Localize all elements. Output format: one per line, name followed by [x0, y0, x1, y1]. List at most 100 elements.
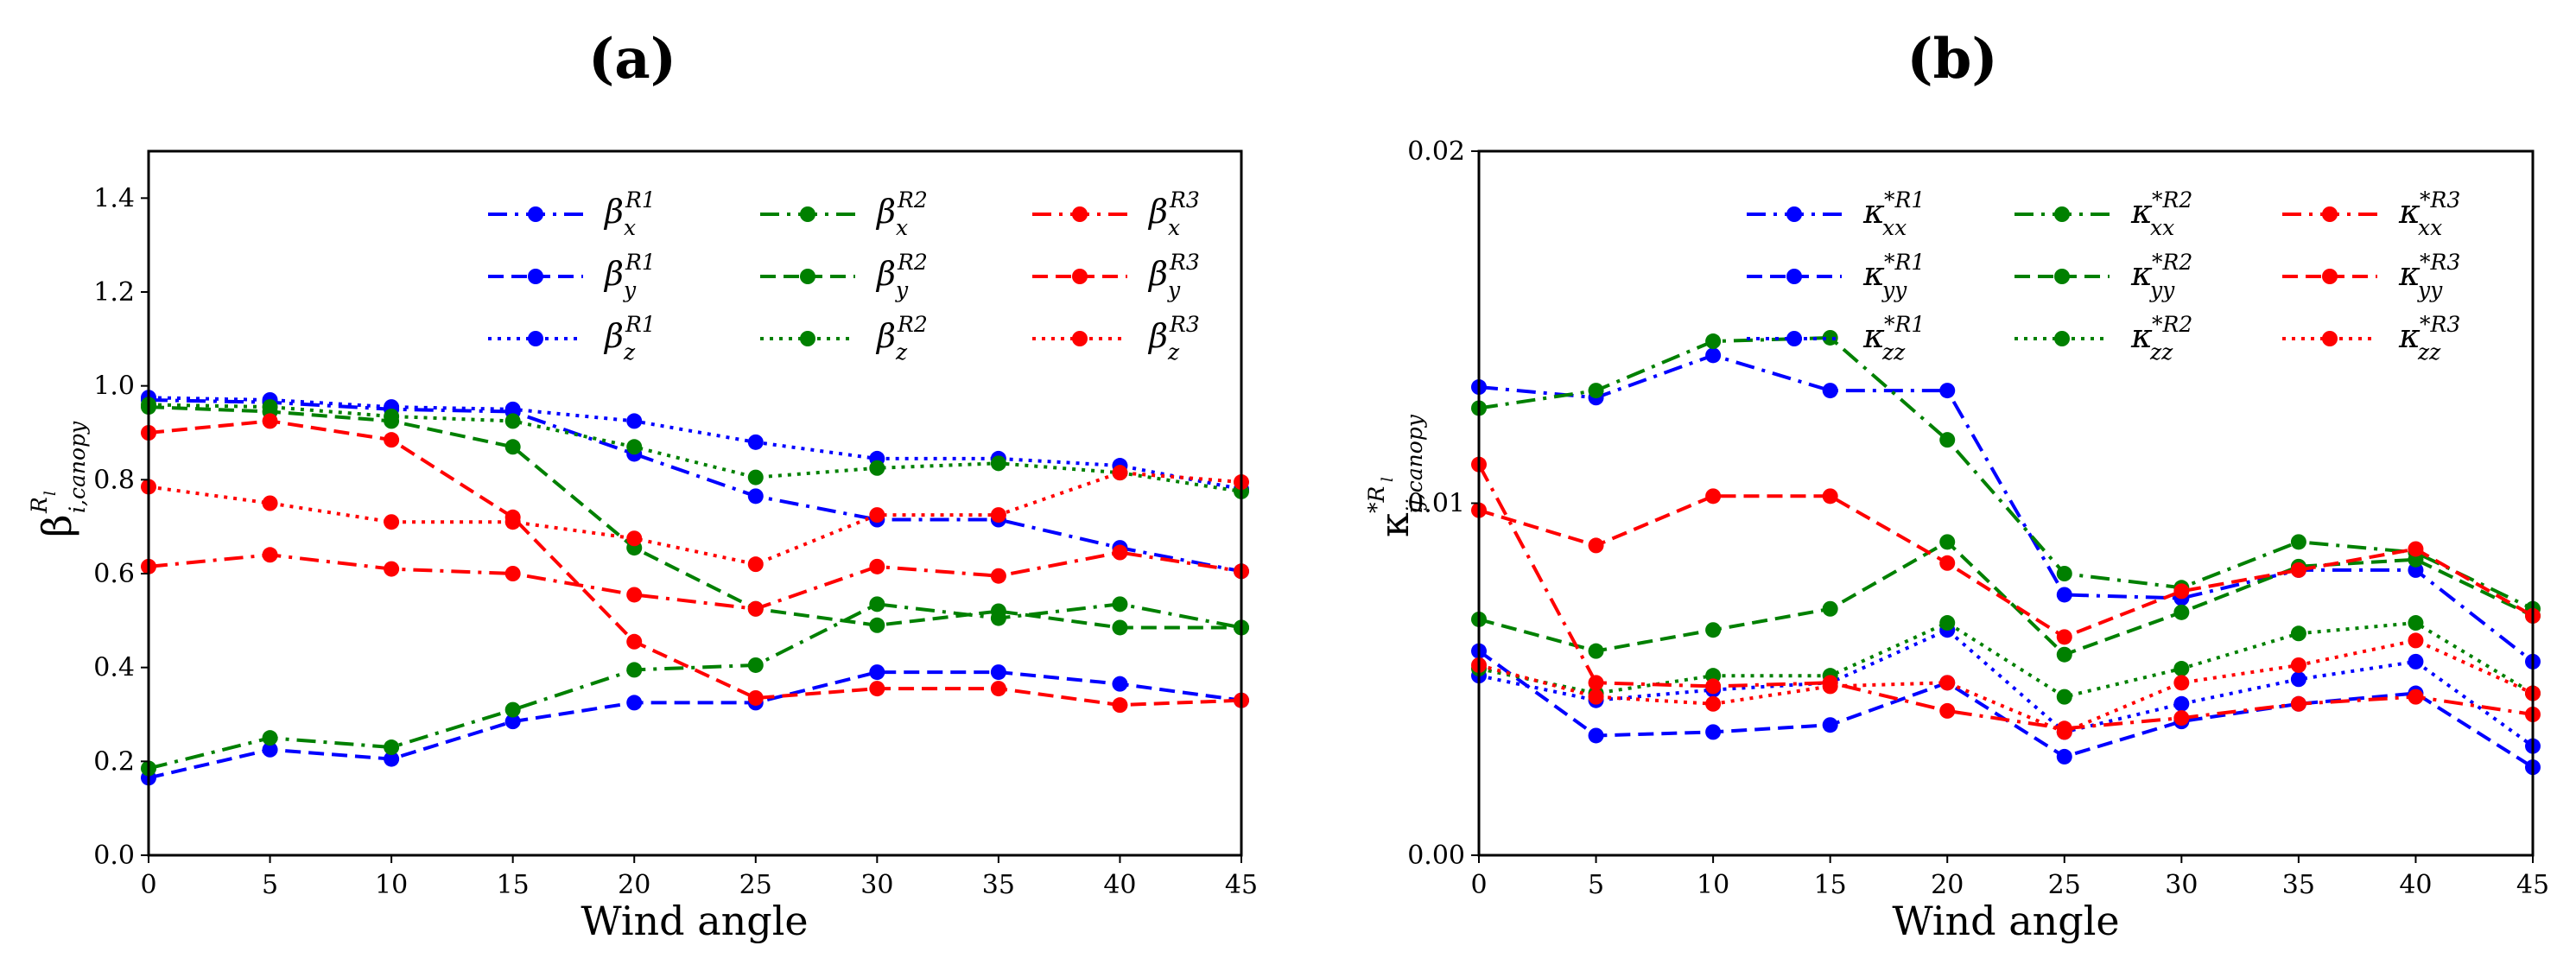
legend-marker	[800, 269, 815, 284]
data-point	[747, 556, 764, 573]
legend-marker	[800, 206, 815, 222]
series-a-8	[141, 465, 1249, 573]
legend-label: κ	[2130, 193, 2153, 231]
data-point	[747, 689, 764, 706]
data-point	[2290, 657, 2306, 673]
panel-label-b: (b)	[1907, 27, 1997, 92]
data-point	[384, 408, 400, 424]
data-point	[1822, 600, 1838, 617]
data-point	[504, 514, 521, 530]
legend-label: β	[1147, 255, 1168, 293]
data-point	[869, 596, 885, 612]
data-point	[990, 603, 1006, 619]
data-point	[2290, 695, 2306, 712]
legend-label-sub: z	[895, 340, 908, 365]
legend-label-sup: *R3	[2420, 187, 2460, 213]
y-tick-label: 0.8	[93, 465, 135, 495]
series-line	[1478, 353, 2535, 663]
legend-label-sub: zz	[1881, 340, 1906, 365]
legend-label-sub: xx	[1882, 215, 1907, 240]
x-tick-label: 45	[2516, 870, 2549, 900]
series-line	[1478, 494, 2534, 639]
legend-label: κ	[2398, 317, 2421, 355]
data-point	[2173, 675, 2190, 691]
x-tick-label: 0	[140, 870, 156, 900]
legend-label-sup: *R2	[2152, 250, 2192, 275]
x-tick-label: 5	[1588, 870, 1604, 900]
x-tick-label: 25	[2048, 870, 2081, 900]
data-point	[2173, 710, 2190, 727]
legend-item: β R2 z	[760, 312, 928, 365]
legend-label: β	[875, 255, 896, 293]
x-tick-label: 10	[1697, 870, 1729, 900]
legend-marker	[800, 331, 815, 346]
data-point	[1588, 383, 1604, 399]
series-b-1	[1471, 643, 2541, 776]
data-point	[504, 701, 521, 718]
legend-marker	[528, 331, 543, 346]
x-tick-label: 35	[982, 870, 1015, 900]
data-point	[747, 657, 764, 673]
data-point	[1588, 643, 1604, 659]
x-tick-label: 10	[375, 870, 408, 900]
data-point	[1112, 465, 1128, 481]
data-point	[626, 695, 643, 711]
legend-item: κ *R2 zz	[2014, 312, 2192, 365]
legend-marker	[528, 206, 543, 222]
data-point	[1822, 383, 1838, 399]
data-point	[1939, 534, 1956, 550]
panel-label-a: (a)	[588, 27, 676, 92]
series-line	[1478, 335, 2534, 611]
data-point	[1705, 678, 1722, 695]
data-point	[2056, 587, 2072, 603]
legend-item: β R2x	[760, 187, 928, 240]
data-point	[1705, 488, 1722, 505]
legend-label-sub: x	[896, 215, 908, 240]
y-label-sup-sub: l	[41, 491, 60, 496]
y-axis-label-a: βRl i,canopy	[27, 421, 90, 537]
data-point	[1112, 676, 1128, 692]
data-point	[1588, 537, 1604, 554]
legend-marker	[2054, 206, 2070, 222]
data-point	[626, 587, 643, 603]
data-point	[504, 413, 521, 429]
series-b-7	[1471, 488, 2541, 645]
series-line	[148, 471, 1242, 567]
y-label-sub: ij,canopy	[1402, 414, 1427, 513]
legend-label-sup: R3	[1169, 250, 1200, 275]
data-point	[384, 561, 400, 577]
legend-item: β R2y	[760, 250, 928, 302]
series-a-5	[141, 397, 1249, 499]
series-line	[1477, 463, 2534, 731]
legend-label-sup: R1	[625, 250, 656, 275]
series-line	[148, 602, 1242, 771]
legend-item: β R1 z	[488, 312, 656, 365]
legend-label-sup: *R3	[2420, 250, 2460, 275]
data-point	[384, 751, 400, 767]
data-point	[262, 495, 278, 511]
y-axis-label-b: κ*R l ij,canopy	[1364, 414, 1427, 537]
series-a-7	[141, 413, 1249, 714]
legend-label-sup: *R1	[1884, 187, 1925, 213]
legend-marker	[2322, 269, 2338, 284]
plot-frame-a	[147, 149, 1243, 857]
legend-item: β R1y	[488, 250, 656, 302]
y-tick-label: 0.4	[93, 653, 135, 683]
legend-label: κ	[1862, 317, 1885, 355]
data-point	[1588, 689, 1604, 705]
legend-marker	[1786, 269, 1802, 284]
legend-label: κ	[1862, 193, 1885, 231]
x-tick-label: 15	[497, 870, 530, 900]
data-point	[1939, 383, 1956, 399]
y-tick-label: 0.00	[1407, 841, 1465, 871]
data-point	[2408, 615, 2424, 631]
legend-label-sup: *R2	[2152, 187, 2192, 213]
x-axis-label-b: Wind angle	[1892, 898, 2119, 944]
y-tick-label: 0.0	[93, 841, 135, 871]
legend-marker	[2054, 331, 2070, 346]
data-point	[1112, 596, 1128, 612]
legend-label: κ	[1862, 255, 1885, 293]
data-point	[990, 568, 1006, 584]
